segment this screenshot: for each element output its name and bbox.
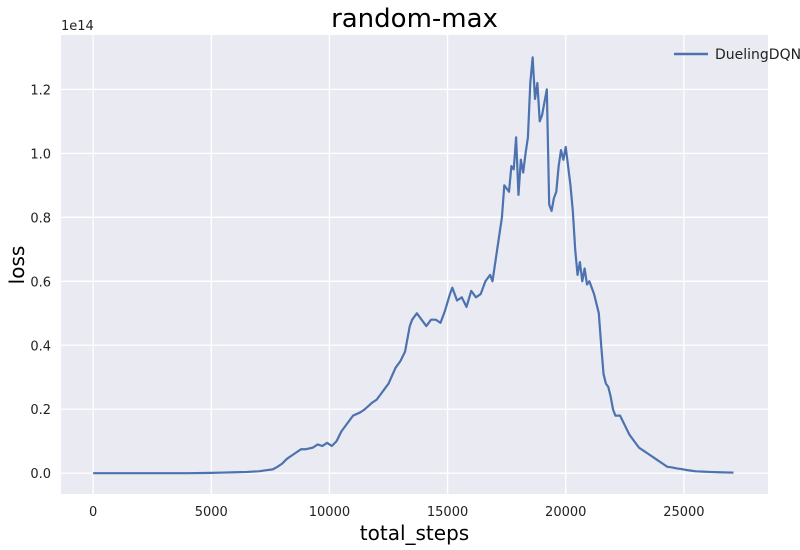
x-tick-label: 15000 — [427, 505, 468, 520]
legend: DuelingDQN — [674, 47, 800, 63]
y-tick-label: 1.2 — [30, 83, 51, 98]
legend-label-dueling-dqn: DuelingDQN — [715, 47, 800, 63]
plot-area — [61, 35, 768, 494]
x-tick-label: 10000 — [309, 505, 350, 520]
x-tick-label: 0 — [89, 505, 97, 520]
y-tick-label: 0.8 — [30, 211, 51, 226]
x-tick-label: 5000 — [195, 505, 228, 520]
grid — [61, 35, 768, 494]
chart-title: random-max — [331, 4, 498, 34]
x-axis-ticks: 0 5000 10000 15000 20000 25000 — [89, 505, 705, 520]
y-tick-label: 1.0 — [30, 147, 51, 162]
x-tick-label: 20000 — [545, 505, 586, 520]
x-tick-label: 25000 — [663, 505, 704, 520]
series-lines — [93, 56, 734, 475]
x-axis-label: total_steps — [360, 521, 469, 545]
y-axis-ticks: 0.0 0.2 0.4 0.6 0.8 1.0 1.2 — [30, 83, 51, 482]
y-offset-label: 1e14 — [61, 19, 94, 34]
y-axis-label: loss — [5, 246, 29, 285]
y-tick-label: 0.4 — [30, 339, 51, 354]
y-tick-label: 0.0 — [30, 467, 51, 482]
y-tick-label: 0.2 — [30, 403, 51, 418]
y-tick-label: 0.6 — [30, 275, 51, 290]
series-line-0 — [93, 56, 734, 475]
